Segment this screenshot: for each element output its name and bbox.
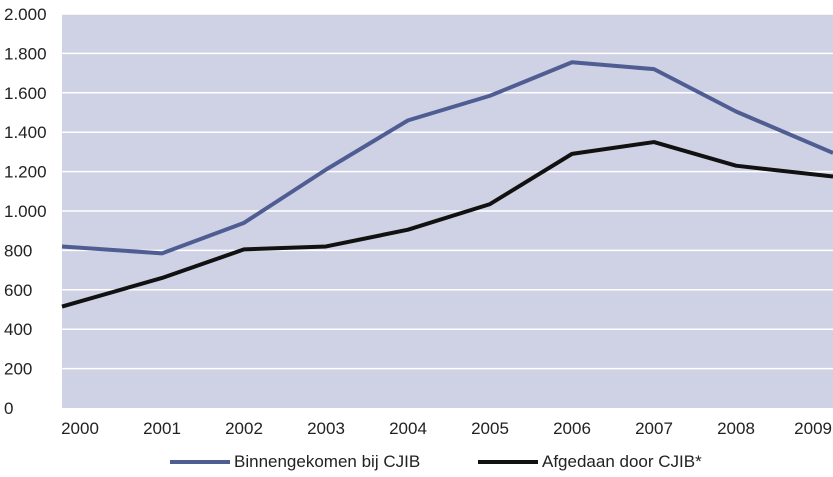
y-tick-label: 1.200 bbox=[4, 163, 47, 182]
x-tick-label: 2006 bbox=[553, 419, 591, 438]
series-lines bbox=[61, 60, 833, 309]
y-tick-label: 1.600 bbox=[4, 84, 47, 103]
y-axis-tick-labels: 0 200 400 600 800 1.000 1.200 1.400 1.600 1.800 2.… bbox=[4, 5, 47, 418]
y-tick-label: 1.400 bbox=[4, 123, 47, 142]
x-tick-label: 2007 bbox=[635, 419, 673, 438]
x-tick-label: 2005 bbox=[471, 419, 509, 438]
legend-swatch-binnengekomen bbox=[170, 460, 230, 464]
x-tick-label: 2004 bbox=[389, 419, 427, 438]
y-tick-label: 400 bbox=[4, 320, 32, 339]
y-tick-label: 600 bbox=[4, 281, 32, 300]
legend-label-binnengekomen: Binnengekomen bij CJIB bbox=[234, 452, 421, 471]
y-tick-label: 1.800 bbox=[4, 44, 47, 63]
legend-label-afgedaan: Afgedaan door CJIB* bbox=[542, 452, 702, 471]
x-tick-label: 2009 bbox=[794, 419, 832, 438]
x-tick-label: 2008 bbox=[717, 419, 755, 438]
y-tick-label: 1.000 bbox=[4, 202, 47, 221]
series-line-binnengekomen bbox=[61, 60, 833, 256]
y-tick-label: 2.000 bbox=[4, 5, 47, 24]
x-tick-label: 2003 bbox=[307, 419, 345, 438]
legend-swatch-afgedaan bbox=[478, 460, 538, 464]
legend: Binnengekomen bij CJIB Afgedaan door CJI… bbox=[0, 452, 833, 474]
x-axis-tick-labels: 2000 2001 2002 2003 2004 2005 2006 2007 2008 2009 bbox=[61, 419, 832, 438]
y-tick-label: 200 bbox=[4, 360, 32, 379]
x-tick-label: 2002 bbox=[225, 419, 263, 438]
legend-item-afgedaan: Afgedaan door CJIB* bbox=[478, 452, 702, 472]
legend-item-binnengekomen: Binnengekomen bij CJIB bbox=[170, 452, 420, 472]
line-chart: 0 200 400 600 800 1.000 1.200 1.400 1.600 1.800 2.… bbox=[4, 5, 833, 438]
y-tick-label: 800 bbox=[4, 241, 32, 260]
x-tick-label: 2000 bbox=[61, 419, 99, 438]
series-line-afgedaan bbox=[61, 140, 833, 309]
y-tick-label: 0 bbox=[4, 399, 13, 418]
gridlines bbox=[62, 13, 833, 370]
x-tick-label: 2001 bbox=[143, 419, 181, 438]
